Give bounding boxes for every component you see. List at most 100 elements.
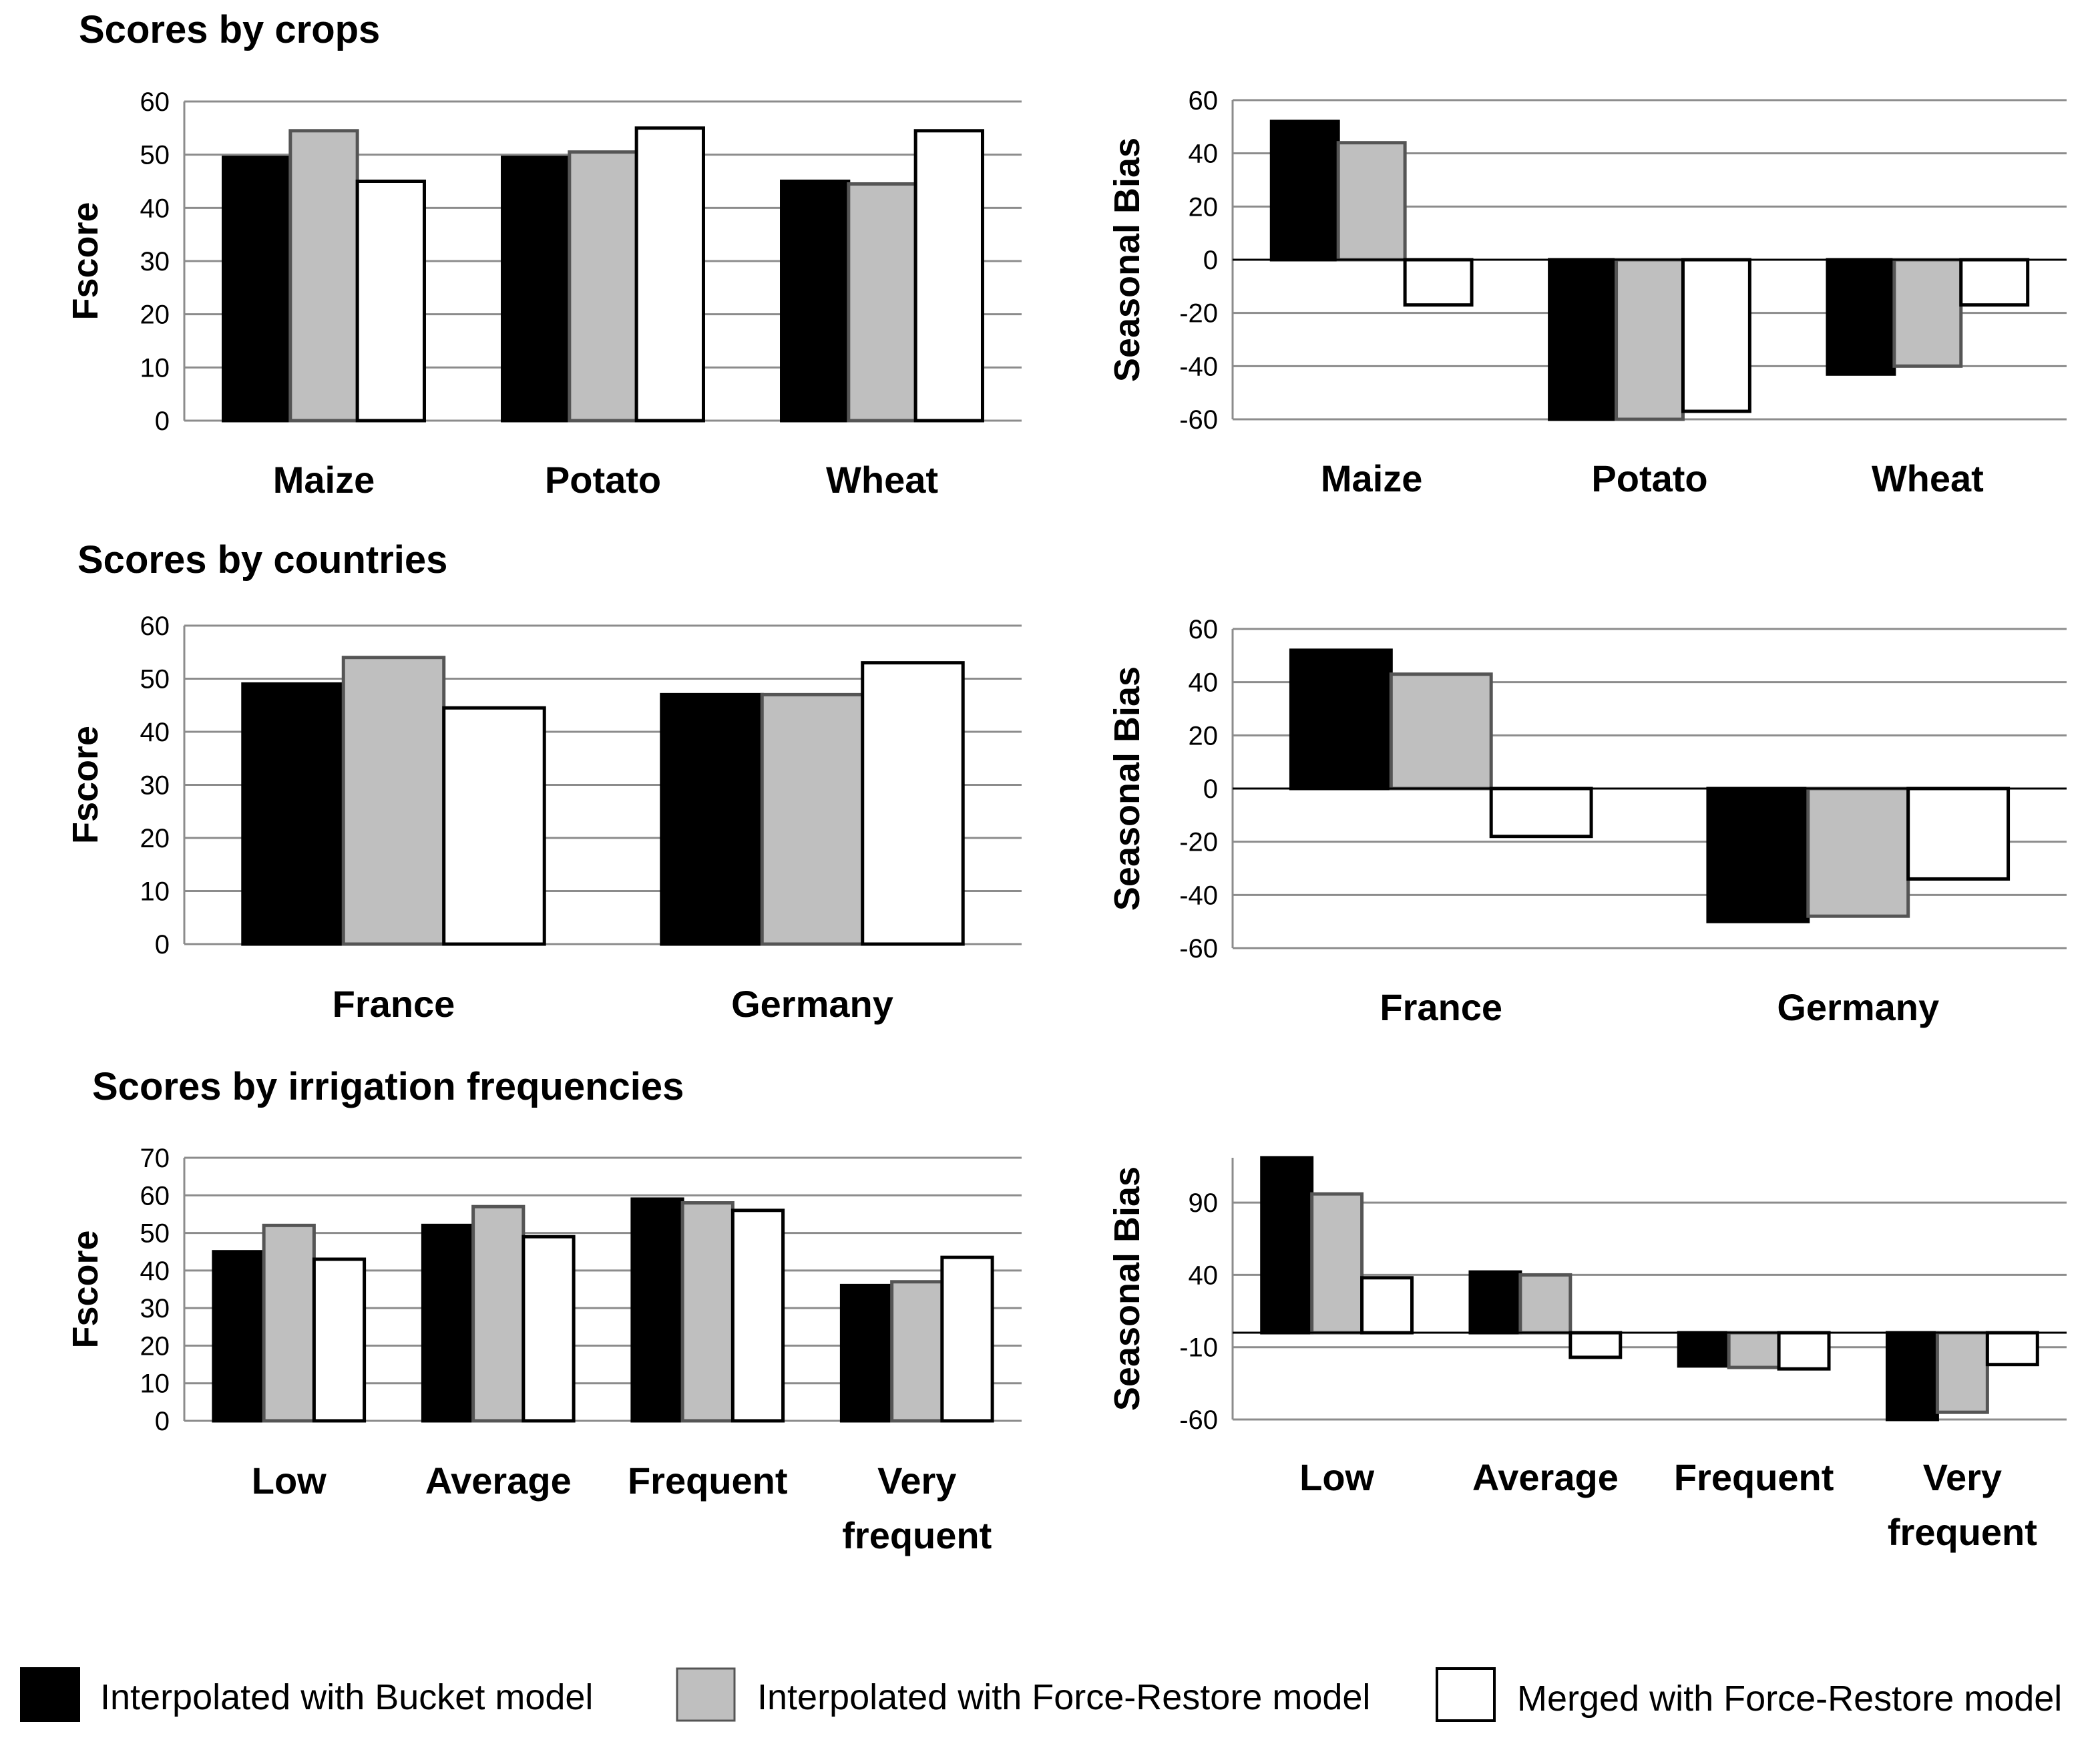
bar-irrigation-bias-3-2 [1985, 1331, 2039, 1367]
x-category-label: Potato [545, 459, 661, 501]
x-category-label: Wheat [1872, 457, 1984, 499]
x-category-label: France [333, 983, 455, 1025]
y-tick-label: 20 [1189, 192, 1219, 222]
y-tick-label: 20 [1189, 721, 1219, 750]
x-category-label: Average [425, 1460, 572, 1502]
chart-crops-fscore: 0 10 20 30 40 50 60 Fscore Maize Potato Wheat [65, 87, 1022, 501]
y-tick-label: 40 [1189, 140, 1219, 169]
x-category-label: Maize [273, 459, 375, 501]
x-category-label: Very frequent [842, 1460, 992, 1556]
x-category-label-line: Frequent [1674, 1456, 1834, 1498]
y-tick-label: 40 [1189, 668, 1219, 698]
y-tick-label: 40 [140, 1257, 170, 1286]
section-title-countries: Scores by countries [77, 538, 447, 582]
x-category-label: Low [1299, 1456, 1374, 1498]
bar-countries-fscore-1-0 [660, 692, 764, 946]
x-category-label: Potato [1591, 457, 1707, 499]
chart-crops-seasonal-bias: -60 -40 -20 0 20 40 60 Seasonal Bias Maize Potato… [1107, 86, 2067, 499]
x-category-label: Wheat [826, 459, 938, 501]
legend-label-bucket: Interpolated with Bucket model [100, 1677, 593, 1717]
x-category-label: Frequent [1674, 1456, 1834, 1498]
bar-crops-bias-2-0 [1826, 258, 1896, 376]
x-category-label-line: Average [425, 1460, 572, 1502]
legend-label-merged: Merged with Force-Restore model [1517, 1679, 2062, 1719]
bar-irrigation-bias-1-1 [1518, 1273, 1572, 1335]
y-tick-label: -60 [1179, 934, 1218, 963]
y-tick-label: -40 [1179, 352, 1218, 381]
bar-countries-bias-0-1 [1389, 672, 1493, 791]
y-tick-label: 10 [140, 1369, 170, 1399]
bar-countries-fscore-1-2 [861, 661, 965, 946]
bar-crops-bias-2-2 [1959, 258, 2030, 307]
y-tick-label: 50 [140, 1219, 170, 1249]
bar-crops-bias-0-2 [1403, 258, 1474, 307]
bar-countries-bias-0-2 [1489, 787, 1593, 839]
bar-irrigation-fscore-2-0 [630, 1197, 684, 1423]
bar-countries-fscore-0-2 [442, 706, 546, 946]
y-axis-title: Seasonal Bias [1107, 666, 1147, 911]
x-category-label-line: Maize [1321, 457, 1423, 499]
bar-irrigation-fscore-1-2 [521, 1235, 576, 1423]
bar-crops-fscore-2-2 [913, 129, 984, 423]
y-tick-label: 0 [1203, 775, 1218, 804]
legend-swatch-bucket [20, 1667, 80, 1722]
bar-countries-fscore-1-1 [760, 692, 865, 946]
x-category-label-line: Germany [731, 983, 893, 1025]
legend-label-force-restore: Interpolated with Force-Restore model [757, 1677, 1370, 1717]
x-category-label: Germany [1777, 986, 1939, 1028]
y-tick-label: 20 [140, 824, 170, 853]
y-tick-label: 90 [1189, 1188, 1219, 1218]
x-category-label: Average [1472, 1456, 1619, 1498]
bar-countries-fscore-0-1 [341, 656, 446, 946]
y-tick-label: 10 [140, 353, 170, 383]
y-tick-label: 0 [155, 930, 170, 959]
x-category-label-line: Average [1472, 1456, 1619, 1498]
y-tick-label: 60 [140, 87, 170, 117]
y-tick-label: 50 [140, 665, 170, 694]
bar-irrigation-fscore-1-1 [471, 1204, 526, 1423]
x-category-label: Germany [731, 983, 893, 1025]
bar-crops-bias-0-1 [1336, 141, 1407, 262]
y-tick-label: -20 [1179, 828, 1218, 857]
legend-swatch-merged [1436, 1667, 1496, 1722]
chart-irrigation-fscore: 0 10 20 30 40 50 60 70 Fscore Low Average Frequent V… [65, 1144, 1022, 1556]
y-tick-label: 0 [1203, 246, 1218, 275]
bar-irrigation-bias-3-0 [1885, 1331, 1939, 1421]
chart-countries-seasonal-bias: -60 -40 -20 0 20 40 60 Seasonal Bias France Germa… [1107, 615, 2067, 1028]
legend-swatch-force-restore [676, 1667, 736, 1722]
y-tick-label: 40 [1189, 1261, 1219, 1290]
bar-irrigation-fscore-3-2 [940, 1255, 994, 1423]
bar-irrigation-bias-0-2 [1360, 1276, 1414, 1335]
bar-countries-bias-1-1 [1806, 787, 1910, 918]
x-category-label-line: Low [252, 1460, 327, 1502]
bar-crops-fscore-0-0 [222, 156, 292, 423]
bar-crops-fscore-2-0 [780, 180, 851, 423]
legend: Interpolated with Bucket model Interpola… [20, 1667, 2062, 1722]
bar-irrigation-bias-1-2 [1568, 1331, 1623, 1359]
bar-irrigation-fscore-0-0 [212, 1250, 266, 1423]
bar-crops-fscore-0-1 [288, 129, 359, 423]
x-category-label-line: Maize [273, 459, 375, 501]
y-tick-label: 0 [155, 1407, 170, 1436]
y-axis-title: Seasonal Bias [1107, 138, 1147, 382]
chart-irrigation-seasonal-bias: -60 -10 40 90 Seasonal Bias Low Average Frequen… [1107, 1156, 2067, 1553]
y-tick-label: 60 [140, 612, 170, 641]
x-category-label: Very frequent [1888, 1456, 2037, 1553]
bar-irrigation-fscore-1-0 [421, 1223, 475, 1423]
x-category-label-line: France [333, 983, 455, 1025]
y-tick-label: 70 [140, 1144, 170, 1173]
y-tick-label: -60 [1179, 405, 1218, 435]
section-title-crops: Scores by crops [79, 8, 380, 51]
y-tick-label: 40 [140, 194, 170, 223]
y-axis-title: Fscore [65, 202, 106, 320]
x-category-label-line: Frequent [628, 1460, 788, 1502]
x-category-label-line: Germany [1777, 986, 1939, 1028]
y-tick-label: 30 [140, 1294, 170, 1323]
y-tick-label: -20 [1179, 299, 1218, 328]
y-axis-title: Fscore [65, 726, 106, 844]
bar-irrigation-bias-2-1 [1727, 1331, 1781, 1369]
y-tick-label: 30 [140, 247, 170, 276]
bar-crops-bias-0-0 [1269, 120, 1340, 262]
y-axis-title: Fscore [65, 1230, 106, 1348]
bar-irrigation-fscore-3-0 [839, 1283, 894, 1423]
